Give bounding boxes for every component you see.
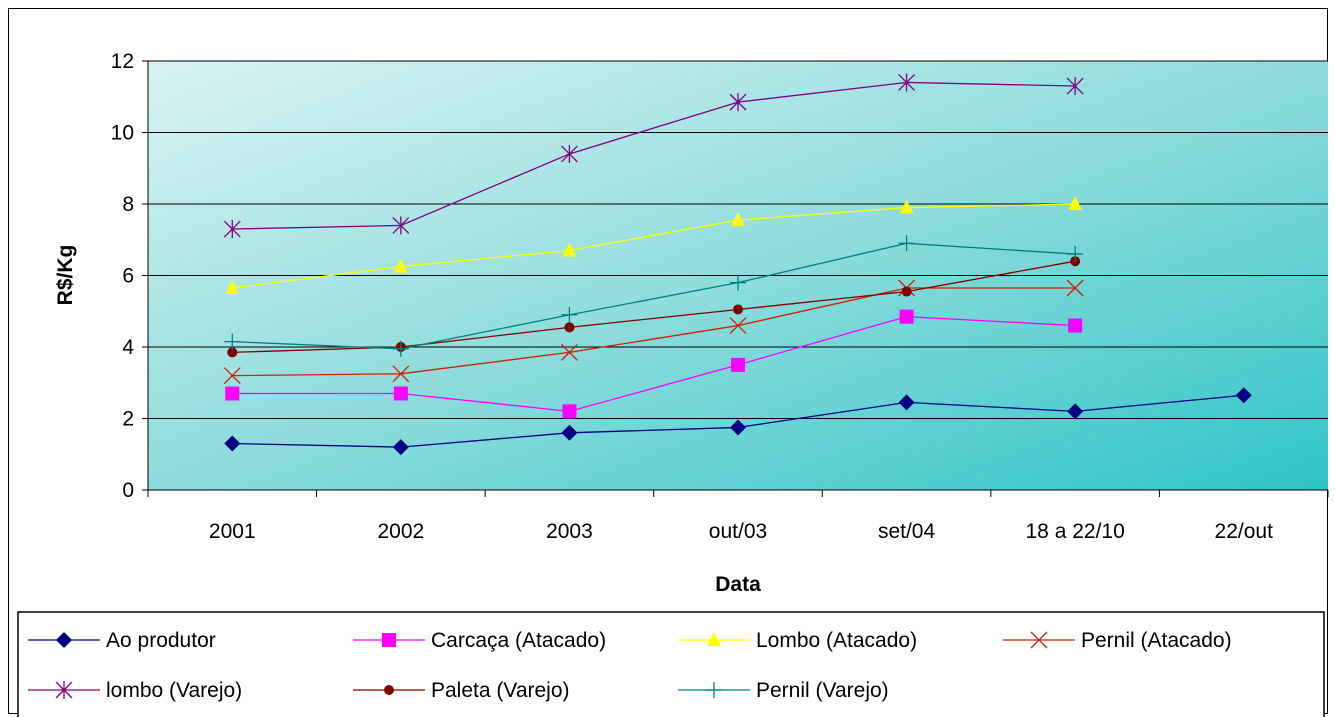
data-point-s0-1 xyxy=(392,439,409,456)
x-tick-label: 18 a 22/10 xyxy=(1026,520,1125,543)
y-tick-label: 0 xyxy=(122,479,134,502)
gridlines xyxy=(148,60,1328,491)
y-tick-label: 12 xyxy=(111,50,134,73)
legend-label-2: Lombo (Atacado) xyxy=(756,629,917,652)
y-axis-title: R$/Kg xyxy=(54,245,77,306)
data-point-s6-5 xyxy=(1067,246,1084,263)
legend-marker-3 xyxy=(1030,631,1048,649)
data-point-s0-5 xyxy=(1067,403,1084,420)
legend-label-1: Carcaça (Atacado) xyxy=(431,629,606,652)
data-point-s0-2 xyxy=(561,424,578,441)
data-point-s4-2 xyxy=(560,144,578,163)
legend: Ao produtor Carcaça (Atacado) Lombo (Ataca… xyxy=(28,629,1232,702)
data-point-s1-5 xyxy=(1068,318,1083,333)
data-point-s3-1 xyxy=(392,365,410,383)
data-point-s3-2 xyxy=(560,343,578,361)
legend-label-4: lombo (Varejo) xyxy=(106,679,242,702)
legend-label-6: Pernil (Varejo) xyxy=(756,679,889,702)
legend-box xyxy=(17,611,1325,717)
y-tick-labels: 0 2 4 6 8 10 12 xyxy=(111,50,135,502)
series-line-2 xyxy=(232,203,1076,289)
y-tick-label: 6 xyxy=(122,265,134,288)
legend-marker-1 xyxy=(382,633,396,647)
data-point-s2-1 xyxy=(393,258,408,273)
data-point-s1-3 xyxy=(731,357,745,372)
data-point-s2-0 xyxy=(225,280,240,295)
data-point-s1-4 xyxy=(899,309,914,324)
legend-marker-6 xyxy=(706,682,722,698)
data-point-s4-3 xyxy=(729,93,747,112)
data-point-s6-1 xyxy=(392,340,409,357)
data-point-s2-4 xyxy=(899,199,914,214)
data-point-s3-0 xyxy=(223,367,241,385)
legend-marker-0 xyxy=(56,632,72,648)
data-point-s2-2 xyxy=(562,242,577,257)
x-tick-label: out/03 xyxy=(709,520,767,543)
data-point-s4-0 xyxy=(223,220,241,239)
data-point-s6-2 xyxy=(561,306,578,323)
y-tick-label: 4 xyxy=(122,336,134,359)
data-point-s5-4 xyxy=(901,286,912,297)
series-markers xyxy=(223,73,1252,456)
x-tick-label: 2003 xyxy=(546,520,593,543)
data-point-s0-4 xyxy=(898,394,915,411)
data-point-s4-4 xyxy=(898,73,916,92)
data-point-s1-2 xyxy=(562,404,577,419)
series-line-3 xyxy=(232,287,1076,377)
y-tick-label: 2 xyxy=(122,408,134,431)
legend-marker-5 xyxy=(384,685,394,695)
legend-label-3: Pernil (Atacado) xyxy=(1081,629,1232,652)
data-point-s1-1 xyxy=(393,386,408,401)
data-point-s5-2 xyxy=(564,322,575,333)
data-point-s3-3 xyxy=(729,317,747,335)
x-tick-labels: 2001 2002 2003 out/03 set/04 18 a 22/10 22/out xyxy=(209,520,1273,543)
data-point-s0-0 xyxy=(224,435,241,452)
data-point-s5-0 xyxy=(227,347,238,358)
data-point-s6-0 xyxy=(224,333,241,350)
x-tick-label: set/04 xyxy=(878,520,936,543)
legend-label-5: Paleta (Varejo) xyxy=(431,679,570,702)
x-tick-label: 22/out xyxy=(1215,520,1274,543)
data-point-s2-5 xyxy=(1068,196,1083,210)
series-line-6 xyxy=(232,242,1076,350)
data-point-s4-5 xyxy=(1066,77,1084,96)
data-point-s0-6 xyxy=(1235,387,1252,404)
series-line-1 xyxy=(232,315,1076,413)
axes xyxy=(142,60,1329,497)
data-point-s5-3 xyxy=(733,304,743,315)
data-point-s2-3 xyxy=(731,212,745,227)
legend-label-0: Ao produtor xyxy=(106,629,216,652)
data-point-s0-3 xyxy=(730,419,746,436)
data-point-s6-4 xyxy=(898,235,915,252)
x-tick-label: 2001 xyxy=(209,520,256,543)
x-tick-label: 2002 xyxy=(377,520,424,543)
data-point-s3-5 xyxy=(1066,279,1084,297)
data-point-s4-1 xyxy=(392,216,410,235)
series-line-4 xyxy=(232,81,1076,230)
x-axis-title: Data xyxy=(715,573,761,596)
legend-marker-4 xyxy=(55,681,73,699)
y-tick-label: 8 xyxy=(122,193,134,216)
data-point-s6-3 xyxy=(730,274,746,291)
y-tick-label: 10 xyxy=(111,122,134,145)
data-point-s1-0 xyxy=(225,386,240,401)
legend-marker-2 xyxy=(707,632,721,646)
